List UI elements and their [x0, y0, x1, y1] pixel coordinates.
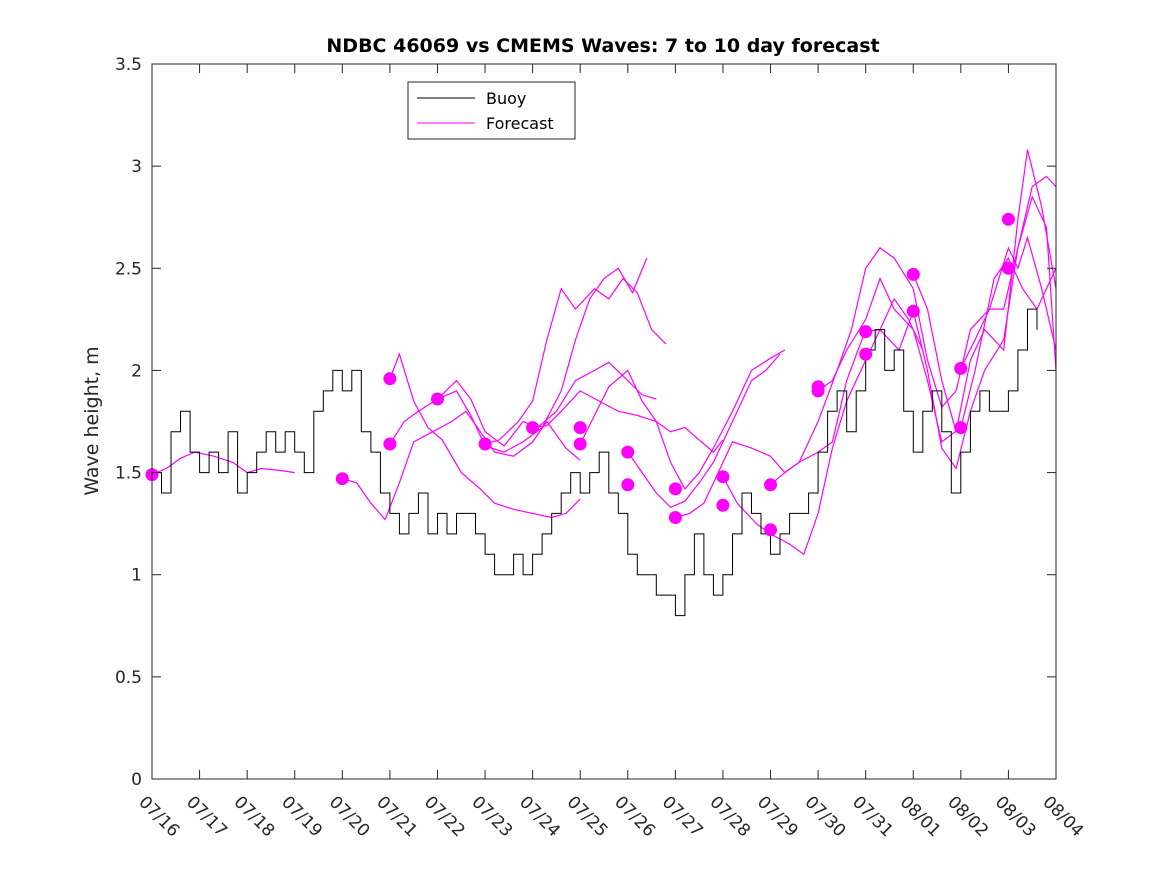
legend-buoy-label: Buoy — [486, 89, 526, 108]
forecast-line-4 — [437, 257, 648, 453]
forecast-marker-24 — [954, 421, 968, 435]
forecast-marker-21 — [906, 267, 920, 281]
forecast-marker-16 — [764, 523, 777, 537]
forecast-marker-12 — [668, 511, 682, 524]
y-axis: 0 0.5 1 1.5 2 2.5 3 3.5 — [115, 55, 1056, 790]
forecast-line-6 — [532, 390, 724, 453]
y-tick-label-4: 2 — [131, 361, 142, 381]
forecast-marker-5 — [478, 437, 492, 451]
forecast-line-3 — [389, 361, 657, 447]
forecast-line-7 — [579, 349, 786, 490]
y-tick-label-2: 1 — [131, 566, 142, 586]
forecast-marker-26 — [1001, 261, 1015, 275]
y-tick-label-5: 2.5 — [115, 259, 142, 279]
forecast-lines — [151, 149, 1057, 556]
y-tick-label-3: 1.5 — [115, 464, 142, 484]
forecast-marker-22 — [906, 304, 920, 318]
forecast-markers — [145, 212, 1015, 537]
forecast-line-5 — [484, 277, 667, 445]
forecast-marker-7 — [573, 421, 587, 435]
legend: Buoy Forecast — [407, 81, 576, 140]
y-tick-label-7: 3.5 — [115, 55, 142, 75]
forecast-marker-4 — [431, 392, 444, 406]
forecast-line-0 — [151, 451, 295, 476]
forecast-marker-13 — [716, 470, 730, 484]
forecast-line-11 — [770, 175, 1057, 486]
y-tick-label-6: 3 — [131, 157, 142, 177]
forecast-marker-1 — [335, 472, 349, 486]
legend-forecast-label: Forecast — [486, 114, 554, 133]
forecast-marker-23 — [954, 361, 968, 375]
forecast-line-9 — [675, 329, 867, 519]
forecast-line-8 — [627, 353, 781, 509]
forecast-line-15 — [960, 235, 1057, 369]
forecast-line-14 — [912, 149, 1057, 432]
forecast-line-1 — [342, 410, 581, 521]
forecast-marker-20 — [859, 347, 873, 361]
plot-area-frame — [151, 63, 1057, 780]
forecast-marker-11 — [668, 482, 682, 496]
forecast-marker-18 — [811, 384, 825, 398]
forecast-marker-25 — [1001, 212, 1015, 226]
y-axis-label: Wave height, m — [81, 346, 103, 495]
forecast-marker-8 — [573, 437, 587, 451]
forecast-marker-19 — [859, 325, 873, 339]
forecast-marker-14 — [716, 498, 730, 512]
forecast-marker-2 — [383, 372, 397, 386]
legend-box — [407, 81, 576, 140]
forecast-line-13 — [865, 195, 1057, 470]
forecast-marker-6 — [526, 421, 540, 435]
forecast-marker-10 — [621, 478, 635, 492]
y-tick-label-1: 0.5 — [115, 668, 142, 688]
chart-title: NDBC 46069 vs CMEMS Waves: 7 to 10 day f… — [326, 35, 879, 57]
y-tick-label-0: 0 — [131, 770, 142, 790]
forecast-marker-15 — [764, 478, 777, 492]
forecast-marker-9 — [621, 445, 635, 459]
buoy-line-group — [152, 308, 1038, 617]
forecast-marker-3 — [383, 437, 397, 451]
buoy-line — [152, 308, 1038, 617]
